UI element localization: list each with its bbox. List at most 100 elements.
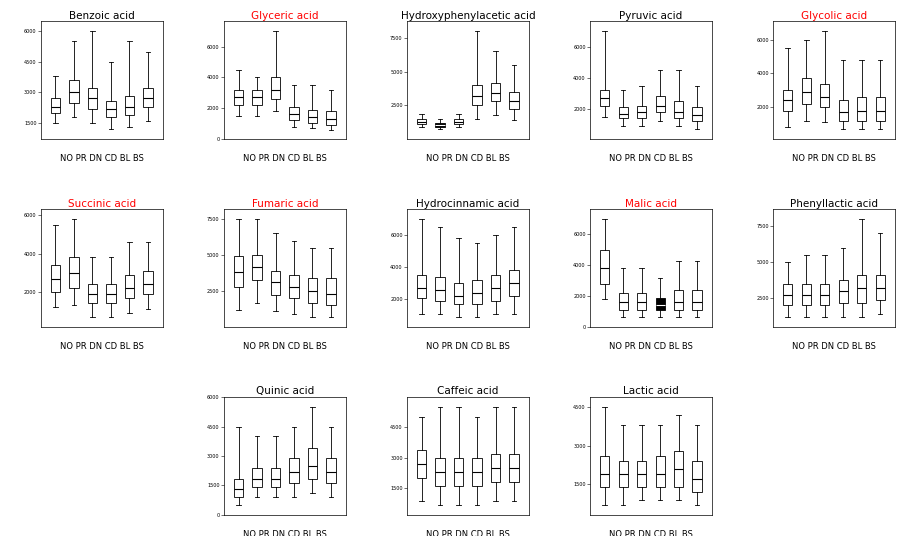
PathPatch shape: [88, 88, 97, 109]
PathPatch shape: [70, 257, 79, 288]
PathPatch shape: [472, 458, 481, 487]
PathPatch shape: [308, 278, 317, 302]
PathPatch shape: [234, 257, 243, 287]
Title: Lactic acid: Lactic acid: [622, 386, 678, 397]
PathPatch shape: [326, 458, 335, 483]
PathPatch shape: [655, 297, 664, 310]
PathPatch shape: [326, 278, 335, 306]
Title: Succinic acid: Succinic acid: [68, 198, 135, 209]
PathPatch shape: [252, 90, 261, 105]
Title: Glyceric acid: Glyceric acid: [251, 11, 318, 21]
PathPatch shape: [435, 123, 444, 127]
Text: NO PR DN CD BL BS: NO PR DN CD BL BS: [425, 154, 509, 163]
PathPatch shape: [801, 78, 810, 104]
PathPatch shape: [490, 83, 499, 101]
Text: NO PR DN CD BL BS: NO PR DN CD BL BS: [243, 154, 326, 163]
PathPatch shape: [51, 99, 60, 113]
PathPatch shape: [618, 461, 627, 487]
PathPatch shape: [144, 271, 153, 294]
PathPatch shape: [125, 275, 134, 297]
PathPatch shape: [655, 456, 664, 487]
Text: NO PR DN CD BL BS: NO PR DN CD BL BS: [425, 530, 509, 536]
PathPatch shape: [490, 454, 499, 482]
PathPatch shape: [308, 110, 317, 123]
PathPatch shape: [416, 119, 425, 124]
PathPatch shape: [107, 101, 116, 117]
Title: Caffeic acid: Caffeic acid: [437, 386, 498, 397]
Text: NO PR DN CD BL BS: NO PR DN CD BL BS: [791, 154, 875, 163]
Text: NO PR DN CD BL BS: NO PR DN CD BL BS: [243, 342, 326, 351]
PathPatch shape: [838, 279, 847, 302]
Text: NO PR DN CD BL BS: NO PR DN CD BL BS: [609, 154, 692, 163]
PathPatch shape: [326, 111, 335, 125]
PathPatch shape: [692, 107, 701, 121]
PathPatch shape: [801, 284, 810, 306]
PathPatch shape: [416, 450, 425, 478]
PathPatch shape: [637, 106, 646, 118]
PathPatch shape: [600, 90, 609, 106]
PathPatch shape: [782, 90, 791, 110]
Title: Fumaric acid: Fumaric acid: [251, 198, 318, 209]
PathPatch shape: [674, 101, 683, 118]
PathPatch shape: [838, 100, 847, 121]
PathPatch shape: [782, 284, 791, 306]
Title: Malic acid: Malic acid: [624, 198, 676, 209]
Text: NO PR DN CD BL BS: NO PR DN CD BL BS: [60, 342, 144, 351]
Text: NO PR DN CD BL BS: NO PR DN CD BL BS: [609, 530, 692, 536]
Text: NO PR DN CD BL BS: NO PR DN CD BL BS: [243, 530, 326, 536]
PathPatch shape: [70, 80, 79, 102]
PathPatch shape: [271, 77, 280, 99]
PathPatch shape: [618, 293, 627, 310]
PathPatch shape: [856, 275, 865, 302]
PathPatch shape: [875, 97, 884, 121]
PathPatch shape: [674, 451, 683, 487]
PathPatch shape: [289, 107, 298, 121]
PathPatch shape: [600, 456, 609, 487]
PathPatch shape: [234, 479, 243, 497]
PathPatch shape: [600, 250, 609, 284]
PathPatch shape: [435, 458, 444, 487]
PathPatch shape: [107, 284, 116, 303]
Text: NO PR DN CD BL BS: NO PR DN CD BL BS: [609, 342, 692, 351]
PathPatch shape: [271, 271, 280, 295]
Text: NO PR DN CD BL BS: NO PR DN CD BL BS: [791, 342, 875, 351]
PathPatch shape: [819, 284, 828, 306]
Title: Phenyllactic acid: Phenyllactic acid: [789, 198, 877, 209]
PathPatch shape: [692, 461, 701, 492]
PathPatch shape: [252, 467, 261, 487]
Text: NO PR DN CD BL BS: NO PR DN CD BL BS: [425, 342, 509, 351]
PathPatch shape: [655, 96, 664, 112]
PathPatch shape: [308, 448, 317, 479]
PathPatch shape: [144, 88, 153, 107]
PathPatch shape: [289, 275, 298, 298]
PathPatch shape: [51, 265, 60, 292]
Title: Hydroxyphenylacetic acid: Hydroxyphenylacetic acid: [400, 11, 535, 21]
PathPatch shape: [234, 90, 243, 105]
PathPatch shape: [875, 275, 884, 300]
PathPatch shape: [856, 97, 865, 121]
PathPatch shape: [509, 270, 518, 296]
PathPatch shape: [674, 290, 683, 310]
PathPatch shape: [819, 84, 828, 107]
Text: NO PR DN CD BL BS: NO PR DN CD BL BS: [60, 154, 144, 163]
PathPatch shape: [252, 255, 261, 279]
Title: Glycolic acid: Glycolic acid: [800, 11, 866, 21]
PathPatch shape: [637, 461, 646, 487]
PathPatch shape: [416, 275, 425, 297]
Title: Benzoic acid: Benzoic acid: [69, 11, 135, 21]
PathPatch shape: [88, 284, 97, 303]
PathPatch shape: [435, 277, 444, 301]
PathPatch shape: [509, 454, 518, 482]
PathPatch shape: [125, 96, 134, 115]
Title: Pyruvic acid: Pyruvic acid: [619, 11, 682, 21]
Title: Hydrocinnamic acid: Hydrocinnamic acid: [415, 198, 519, 209]
PathPatch shape: [472, 85, 481, 106]
PathPatch shape: [490, 275, 499, 301]
PathPatch shape: [637, 293, 646, 310]
PathPatch shape: [618, 107, 627, 118]
PathPatch shape: [472, 280, 481, 304]
PathPatch shape: [453, 119, 462, 124]
PathPatch shape: [509, 92, 518, 109]
PathPatch shape: [453, 283, 462, 304]
PathPatch shape: [271, 467, 280, 487]
